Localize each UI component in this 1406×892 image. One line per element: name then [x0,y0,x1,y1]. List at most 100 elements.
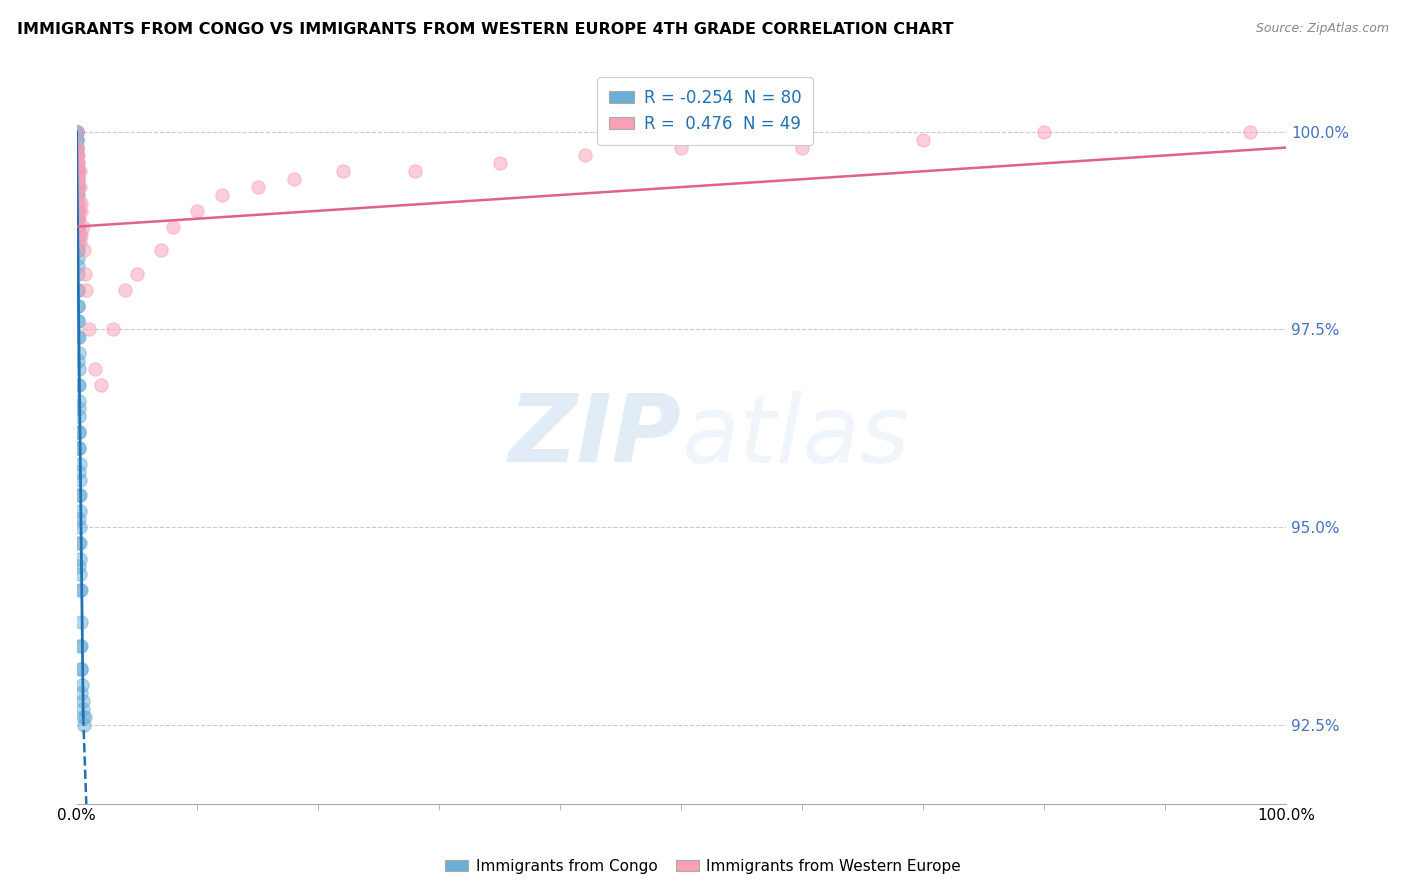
Point [66,244,89,258]
Point [69,180,91,194]
Point [66,188,89,202]
Point [67,314,90,328]
Point [66,211,89,226]
Point [67,425,90,439]
Point [67,346,90,360]
Point [67,172,90,186]
Point [66,140,89,154]
Point [69,662,91,676]
Point [66,164,89,178]
Point [114,283,136,297]
Point [66,172,89,186]
Point [72,219,94,234]
Point [66,148,89,162]
Point [67,251,90,265]
Point [69,615,91,629]
Point [70,203,93,218]
Point [150,244,173,258]
Point [66,164,89,178]
Point [912,133,935,147]
Point [66,203,89,218]
Point [66,164,89,178]
Point [67,314,90,328]
Point [489,156,512,170]
Point [67,203,90,218]
Point [73,267,96,281]
Point [69,567,91,582]
Point [75,283,97,297]
Point [66,283,89,297]
Point [67,362,90,376]
Point [66,180,89,194]
Point [69,504,91,518]
Point [671,140,693,154]
Point [66,156,89,170]
Point [67,535,90,549]
Point [66,259,89,273]
Point [1033,125,1056,139]
Point [69,488,91,502]
Point [66,125,89,139]
Point [66,180,89,194]
Point [67,488,90,502]
Point [66,156,89,170]
Point [90,377,112,392]
Point [67,219,90,234]
Point [77,322,100,336]
Point [69,639,91,653]
Point [67,377,90,392]
Point [69,473,91,487]
Point [83,362,105,376]
Point [69,520,91,534]
Point [792,140,814,154]
Point [70,662,93,676]
Point [67,330,90,344]
Legend: R = -0.254  N = 80, R =  0.476  N = 49: R = -0.254 N = 80, R = 0.476 N = 49 [598,77,814,145]
Point [66,133,89,147]
Point [66,125,89,139]
Point [66,244,89,258]
Point [66,125,89,139]
Point [72,694,94,708]
Point [404,164,426,178]
Point [66,140,89,154]
Point [70,686,93,700]
Point [66,133,89,147]
Point [66,235,89,250]
Point [67,354,90,368]
Point [162,219,184,234]
Point [211,188,233,202]
Point [67,401,90,416]
Point [66,219,89,234]
Point [332,164,354,178]
Point [66,211,89,226]
Point [67,299,90,313]
Point [67,267,90,281]
Point [67,195,90,210]
Point [73,717,96,731]
Point [69,583,91,598]
Point [66,140,89,154]
Point [125,267,148,281]
Point [70,639,93,653]
Point [69,235,91,250]
Point [246,180,269,194]
Point [70,678,93,692]
Point [69,535,91,549]
Point [1239,125,1261,139]
Point [66,203,89,218]
Point [66,172,89,186]
Legend: Immigrants from Congo, Immigrants from Western Europe: Immigrants from Congo, Immigrants from W… [439,853,967,880]
Point [67,425,90,439]
Point [72,709,94,723]
Point [69,583,91,598]
Point [66,148,89,162]
Point [186,203,208,218]
Point [66,180,89,194]
Point [67,180,90,194]
Point [67,409,90,424]
Point [66,164,89,178]
Text: ZIP: ZIP [509,390,682,482]
Point [66,227,89,242]
Text: atlas: atlas [682,391,910,482]
